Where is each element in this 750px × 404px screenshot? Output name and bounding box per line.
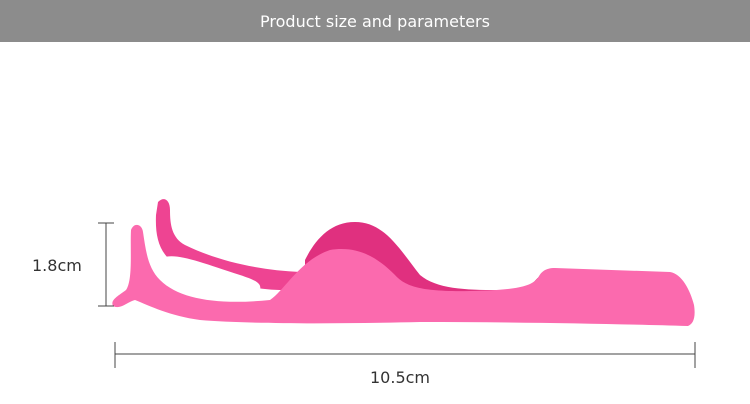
header-banner: Product size and parameters bbox=[0, 0, 750, 42]
height-label: 1.8cm bbox=[32, 256, 82, 275]
header-title: Product size and parameters bbox=[260, 11, 490, 31]
length-label: 10.5cm bbox=[370, 368, 431, 387]
lash-tweezer-image bbox=[112, 199, 695, 326]
tweezer-front-body bbox=[112, 224, 695, 326]
dimension-lines bbox=[98, 222, 696, 368]
tweezer-front-gap bbox=[160, 256, 261, 295]
